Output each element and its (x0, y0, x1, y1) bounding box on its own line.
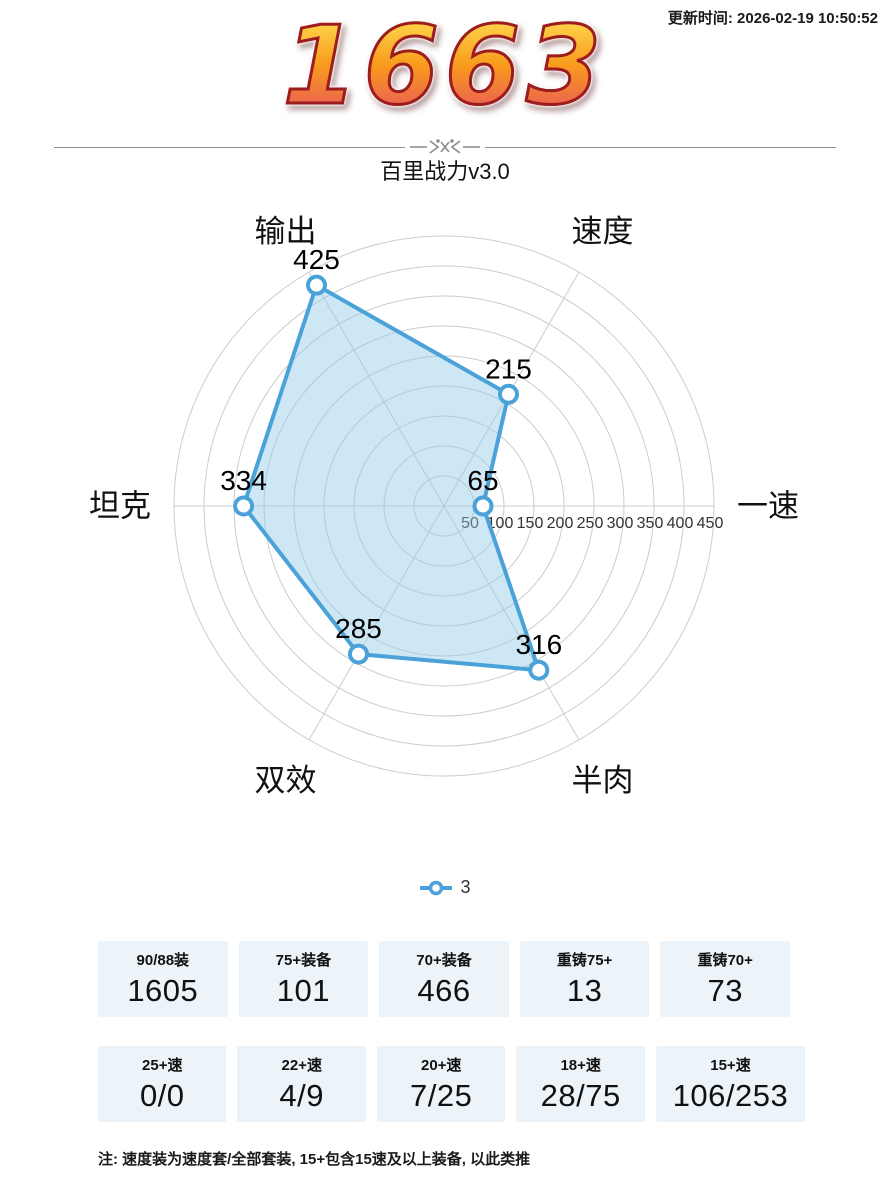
radar-value-label: 285 (335, 613, 382, 644)
radar-spoke (308, 271, 445, 507)
radar-value-label: 316 (515, 629, 562, 660)
radar-point-marker[interactable] (306, 274, 327, 296)
divider-ornament-icon (405, 137, 485, 157)
stat-card-value: 0/0 (139, 1078, 185, 1113)
radar-tick-label: 400 (667, 515, 694, 532)
stat-card-value: 4/9 (279, 1078, 325, 1113)
app-subtitle: 百里战力v3.0 (380, 159, 510, 184)
radar-spoke (443, 505, 580, 741)
radar-tick-label: 350 (637, 515, 664, 532)
update-time: 更新时间: 2026-02-19 10:50:52 (668, 7, 878, 28)
stat-card-label: 15+速 (710, 1057, 751, 1074)
power-score: 1663 (0, 6, 890, 128)
radar-spoke (308, 505, 445, 741)
stat-card-label: 25+速 (142, 1057, 183, 1074)
radar-point-marker[interactable] (528, 659, 550, 681)
stat-card-label: 重铸70+ (697, 952, 753, 969)
stat-card-label: 重铸75+ (556, 952, 613, 969)
stat-card-value: 28/75 (540, 1078, 621, 1113)
legend-marker-icon (420, 880, 453, 895)
radar-category-label: 输出 (255, 214, 317, 249)
stat-card-value: 106/253 (672, 1078, 789, 1113)
stat-card: 18+速 28/75 (516, 1046, 645, 1122)
stats-grid-row2: 25+速 0/0 22+速 4/9 20+速 7/25 18+速 28/75 1… (98, 1046, 805, 1122)
radar-point-marker[interactable] (472, 495, 494, 517)
stat-card-label: 18+速 (560, 1057, 601, 1074)
stat-card-label: 70+装备 (416, 952, 472, 969)
radar-tick-label: 450 (697, 515, 724, 532)
stat-card: 20+速 7/25 (376, 1046, 506, 1122)
radar-category-label: 一速 (737, 489, 799, 524)
radar-category-label: 坦克 (89, 489, 151, 524)
stat-card: 重铸75+ 13 (519, 941, 650, 1017)
stat-card: 25+速 0/0 (98, 1046, 227, 1122)
radar-value-label: 65 (467, 465, 498, 496)
stat-card-label: 20+速 (420, 1057, 462, 1074)
radar-tick-label: 300 (607, 515, 634, 532)
stat-card-value: 73 (707, 973, 743, 1008)
radar-point-marker[interactable] (348, 643, 369, 665)
radar-tick-label: 50 (461, 515, 479, 532)
radar-category-label: 半肉 (572, 763, 634, 798)
radar-tick-label: 150 (517, 515, 544, 532)
stat-card: 90/88装 1605 (98, 941, 228, 1017)
radar-category-label: 双效 (255, 763, 317, 798)
stat-card-value: 466 (417, 973, 471, 1008)
stat-card-label: 75+装备 (275, 952, 332, 969)
stat-card: 重铸70+ 73 (660, 941, 790, 1017)
stat-card-value: 101 (276, 973, 330, 1008)
radar-value-label: 215 (485, 353, 532, 384)
radar-tick-label: 200 (547, 515, 574, 532)
stat-card-label: 22+速 (281, 1057, 322, 1074)
radar-point-marker[interactable] (233, 495, 255, 517)
radar-tick-label: 250 (577, 515, 604, 532)
radar-category-label: 速度 (572, 214, 634, 249)
radar-point-marker[interactable] (498, 383, 519, 405)
stat-card: 70+装备 466 (379, 941, 509, 1017)
stat-card: 22+速 4/9 (237, 1046, 366, 1122)
stat-card-value: 13 (566, 973, 603, 1008)
stat-card-label: 90/88装 (136, 952, 190, 969)
footnote: 注: 速度装为速度套/全部套装, 15+包含15速及以上装备, 以此类推 (98, 1151, 531, 1168)
radar-value-label: 334 (220, 465, 267, 496)
stat-card: 75+装备 101 (238, 941, 369, 1017)
stat-card: 15+速 106/253 (655, 1046, 805, 1122)
legend-label: 3 (460, 877, 471, 897)
legend-item[interactable]: 3 (0, 877, 890, 898)
radar-tick-label: 100 (487, 515, 514, 532)
radar-value-label: 425 (293, 244, 340, 275)
stat-card-value: 7/25 (410, 1078, 473, 1113)
stat-card-value: 1605 (127, 973, 199, 1008)
stats-grid-row1: 90/88装 1605 75+装备 101 70+装备 466 重铸75+ 13… (98, 941, 790, 1017)
